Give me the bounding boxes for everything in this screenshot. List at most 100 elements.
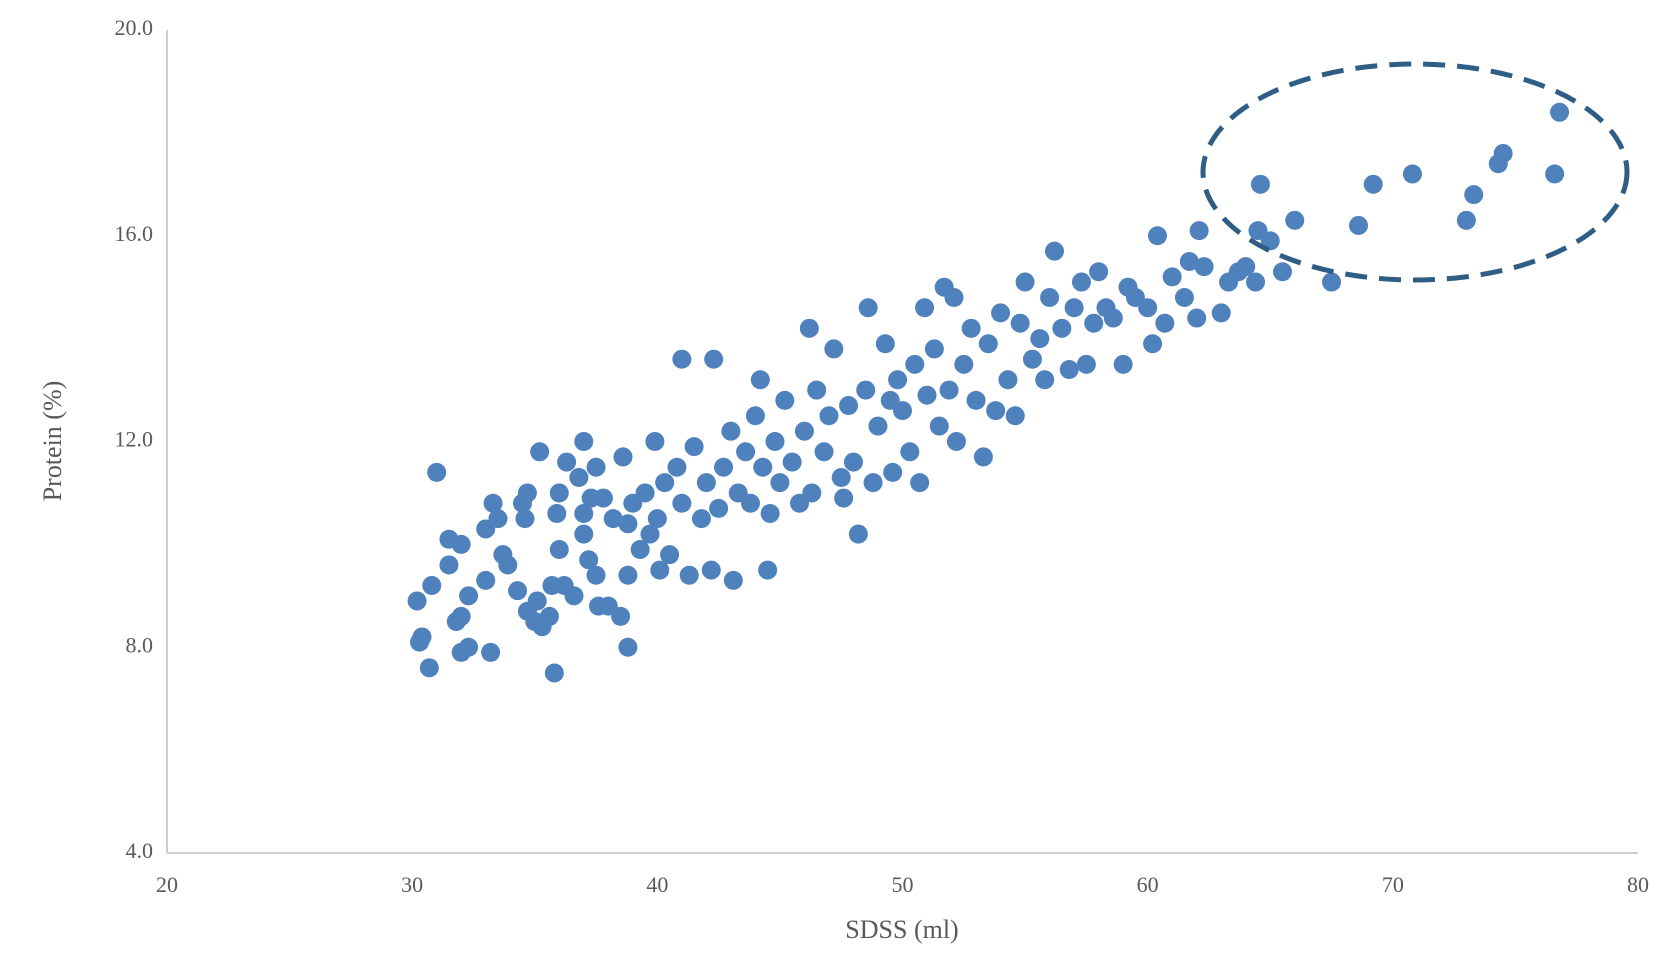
scatter-point xyxy=(893,401,912,421)
scatter-point xyxy=(1071,272,1091,292)
scatter-point xyxy=(1162,267,1182,287)
scatter-point xyxy=(834,488,854,508)
scatter-point xyxy=(758,560,778,580)
scatter-point xyxy=(557,452,577,472)
scatter-point xyxy=(476,570,496,590)
scatter-point xyxy=(459,637,479,657)
scatter-point xyxy=(986,401,1006,421)
scatter-point xyxy=(574,432,594,451)
scatter-point xyxy=(863,473,883,493)
scatter-point xyxy=(736,442,756,462)
scatter-point xyxy=(794,421,814,441)
scatter-point xyxy=(691,509,711,529)
scatter-point xyxy=(701,560,721,580)
scatter-point xyxy=(481,642,501,662)
scatter-point xyxy=(915,298,935,318)
scatter-point xyxy=(630,540,650,560)
scatter-point xyxy=(427,462,447,482)
scatter-point xyxy=(530,442,550,462)
scatter-point xyxy=(1064,298,1084,318)
scatter-point xyxy=(667,457,687,477)
scatter-point xyxy=(672,493,692,513)
scatter-point xyxy=(488,509,508,529)
scatter-point xyxy=(782,452,802,472)
scatter-point xyxy=(574,504,594,524)
scatter-point xyxy=(1349,215,1369,235)
scatter-point xyxy=(611,606,631,626)
scatter-point xyxy=(419,658,439,678)
scatter-point xyxy=(723,570,743,590)
scatter-point xyxy=(579,550,599,570)
scatter-point xyxy=(1030,329,1050,349)
scatter-point xyxy=(569,468,589,488)
scatter-point xyxy=(998,370,1018,390)
scatter-point xyxy=(1089,262,1109,282)
scatter-point xyxy=(1138,298,1158,318)
scatter-point xyxy=(515,509,535,529)
scatter-point xyxy=(740,493,760,513)
scatter-point xyxy=(856,380,876,400)
scatter-point xyxy=(586,457,606,477)
scatter-point xyxy=(1045,241,1065,261)
scatter-point xyxy=(549,483,569,503)
scatter-point xyxy=(831,468,851,488)
scatter-point xyxy=(407,591,427,611)
scatter-point xyxy=(640,524,660,544)
scatter-point xyxy=(819,406,839,426)
scatter-point xyxy=(714,457,734,477)
scatter-point xyxy=(883,462,903,482)
scatter-point xyxy=(1456,210,1476,230)
highlight-ellipse xyxy=(1200,61,1630,283)
scatter-point xyxy=(645,432,665,451)
y-tick-label: 20.0 xyxy=(115,15,154,40)
scatter-point xyxy=(527,591,547,611)
scatter-point xyxy=(709,498,729,518)
scatter-point xyxy=(618,565,638,585)
scatter-point xyxy=(1143,334,1163,354)
scatter-point xyxy=(1285,210,1305,230)
scatter-point xyxy=(1005,406,1025,426)
scatter-point xyxy=(498,555,518,575)
scatter-point xyxy=(1059,359,1079,379)
scatter-point xyxy=(978,334,998,354)
scatter-point xyxy=(765,432,785,451)
scatter-point xyxy=(929,416,949,436)
scatter-point xyxy=(1250,174,1270,194)
scatter-point xyxy=(1363,174,1383,194)
scatter-point xyxy=(939,380,959,400)
scatter-point xyxy=(412,627,432,647)
x-tick-label: 80 xyxy=(1627,872,1649,897)
scatter-point xyxy=(1493,143,1513,163)
scatter-point xyxy=(635,483,655,503)
scatter-point xyxy=(439,555,459,575)
scatter-point xyxy=(753,457,773,477)
scatter-point xyxy=(814,442,834,462)
scatter-point xyxy=(517,483,537,503)
scatter-point xyxy=(991,303,1011,323)
scatter-point xyxy=(858,298,878,318)
scatter-point xyxy=(1187,308,1207,328)
scatter-point xyxy=(1035,370,1055,390)
scatter-point xyxy=(574,524,594,544)
scatter-point xyxy=(704,349,724,369)
scatter-point xyxy=(760,504,780,524)
scatter-point xyxy=(824,339,844,359)
scatter-point xyxy=(954,354,974,374)
scatter-point xyxy=(1015,272,1035,292)
scatter-point xyxy=(1076,354,1096,374)
y-tick-label: 4.0 xyxy=(126,838,154,863)
scatter-point xyxy=(721,421,741,441)
scatter-point xyxy=(647,509,667,529)
scatter-point xyxy=(944,287,964,307)
scatter-point xyxy=(451,606,471,626)
scatter-point xyxy=(1010,313,1030,333)
scatter-point xyxy=(843,452,863,472)
y-tick-label: 8.0 xyxy=(126,632,154,657)
scatter-point xyxy=(1246,272,1266,292)
x-tick-label: 40 xyxy=(646,872,668,897)
scatter-point xyxy=(905,354,925,374)
scatter-point xyxy=(1155,313,1175,333)
y-tick-label: 12.0 xyxy=(115,427,154,452)
scatter-point xyxy=(1147,226,1167,246)
scatter-point xyxy=(888,370,908,390)
